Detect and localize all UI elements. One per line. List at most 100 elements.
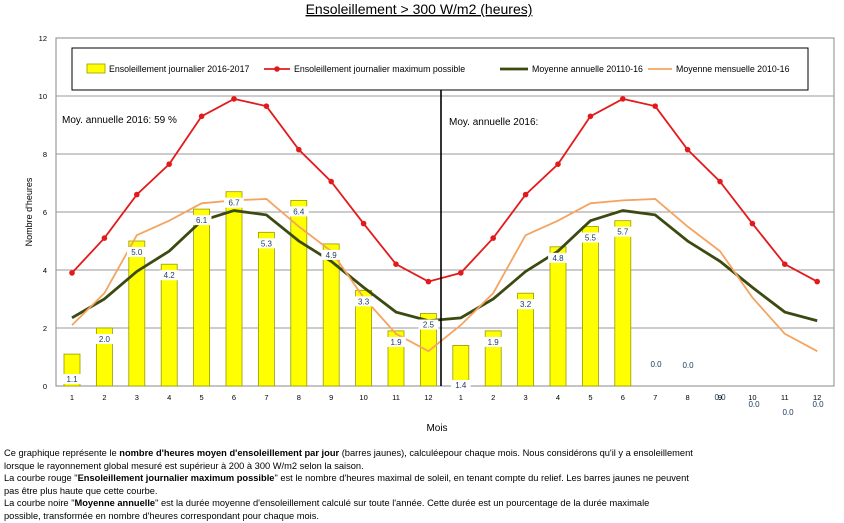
bar <box>549 246 567 387</box>
x-tick-label: 7 <box>653 393 657 402</box>
legend-swatch-bars <box>86 63 106 74</box>
bar-data-label: 5.0 <box>131 248 143 257</box>
note-line: pas être plus haute que cette courbe. <box>4 485 840 498</box>
max-possible-point <box>749 220 756 227</box>
bar-data-label: 4.9 <box>326 251 338 260</box>
y-axis-label: Nombre d'heures <box>24 177 34 246</box>
bar-data-label: 4.2 <box>164 271 176 280</box>
max-possible-point <box>814 278 820 285</box>
bar <box>193 208 211 387</box>
max-possible-point <box>263 103 270 109</box>
data-label-bg <box>483 336 504 347</box>
x-tick-label: 1 <box>459 393 463 402</box>
bar-data-label: 5.3 <box>261 239 273 248</box>
max-possible-line <box>71 97 818 283</box>
max-possible-point <box>166 161 172 167</box>
bar <box>290 199 308 387</box>
sunshine-chart: Ensoleillement > 300 W/m2 (heures) 0 2 4 6 8… <box>24 1 835 434</box>
x-axis-ticks: 1 2 3 4 5 6 7 8 9 10 11 12 1 2 3 4 5 6 7 8 9 10 11 12 <box>70 393 821 402</box>
note-text: (barres jaunes), calculéepour chaque moi… <box>339 448 693 458</box>
bar-data-label: 6.7 <box>228 199 240 208</box>
bar-data-label: 1.1 <box>66 375 78 384</box>
bar-data-label: 3.2 <box>520 300 532 309</box>
data-label-bg <box>353 296 374 307</box>
y-tick-label: 8 <box>43 150 47 159</box>
note-bold-text: Ensoleillement journalier maximum possib… <box>77 473 275 484</box>
max-possible-point <box>231 96 237 102</box>
max-possible-point <box>328 178 335 185</box>
max-possible-point <box>134 191 140 198</box>
bar-data-labels: 1.1 2.0 5.0 4.2 6.1 6.7 5.3 6.4 4.9 3.3 1.9 2.5 1.4 1… <box>62 197 828 417</box>
bar <box>517 292 534 387</box>
data-label-bg <box>808 399 828 409</box>
bar-data-label: 1.9 <box>488 338 500 347</box>
max-possible-point <box>620 96 626 102</box>
data-label-bg <box>191 215 212 226</box>
data-label-bg <box>126 247 147 257</box>
bar-data-label: 4.8 <box>552 254 564 263</box>
chart-description: Ce graphique représente le nombre d'heur… <box>4 447 840 523</box>
y-tick-label: 0 <box>43 382 47 391</box>
data-label-bg <box>288 206 309 217</box>
note-text: lorsque le rayonnement global mesuré est… <box>4 460 364 471</box>
x-tick-label: 12 <box>813 393 821 402</box>
annual-average-line <box>71 209 818 323</box>
max-possible-point <box>393 261 399 268</box>
y-tick-label: 4 <box>43 266 47 275</box>
note-line: La courbe noire "Moyenne annuelle" est l… <box>4 497 840 510</box>
note-line: possible, transformée en nombre d'heures… <box>4 510 840 523</box>
legend-marker-max <box>274 66 280 72</box>
max-possible-point <box>101 235 108 241</box>
max-possible-point <box>522 191 529 198</box>
note-line: La courbe rouge "Ensoleillement journali… <box>4 472 840 485</box>
note-text: Ce graphique représente le <box>4 448 120 458</box>
data-label-bg <box>678 360 698 370</box>
bar-data-label: 0.0 <box>782 408 794 417</box>
bar-data-label: 6.4 <box>293 207 305 216</box>
y-tick-label: 10 <box>39 92 47 101</box>
x-tick-label: 6 <box>621 393 625 402</box>
bar-data-label: 2.5 <box>423 321 435 330</box>
legend-label-monthly: Moyenne mensuelle 2010-16 <box>676 64 790 74</box>
monthly-average-line <box>71 198 818 353</box>
data-label-bg <box>744 399 764 409</box>
bar <box>452 344 470 387</box>
bar <box>128 240 146 387</box>
x-tick-label: 11 <box>781 393 789 402</box>
bar <box>355 289 373 387</box>
bar-data-label: 1.4 <box>455 381 467 390</box>
x-tick-label: 9 <box>329 393 333 402</box>
bar-data-label: 6.1 <box>196 216 208 225</box>
bars-series <box>63 191 632 387</box>
max-possible-point <box>587 113 594 120</box>
x-tick-label: 4 <box>556 393 560 402</box>
y-axis-ticks: 0 2 4 6 8 10 12 <box>39 34 47 391</box>
x-tick-label: 6 <box>232 393 236 402</box>
bar-data-label: 0.0 <box>748 400 760 409</box>
max-possible-point <box>717 178 723 185</box>
bar-data-label: 5.7 <box>617 228 629 237</box>
data-label-bg <box>778 407 798 417</box>
data-label-bg <box>159 270 180 281</box>
x-axis-label: Mois <box>426 423 447 434</box>
bar <box>419 313 437 387</box>
bar <box>582 226 599 387</box>
max-possible-point <box>296 146 302 153</box>
note-text: " est la durée moyenne d'ensoleillement … <box>155 498 650 509</box>
data-label-bg <box>386 336 406 347</box>
max-possible-point <box>198 113 205 120</box>
bar <box>225 191 243 387</box>
note-bold-text: nombre d'heures moyen d'ensoleillement p… <box>119 448 340 458</box>
note-text: pas être plus haute que cette courbe. <box>4 485 158 496</box>
bar <box>160 263 178 387</box>
legend-box <box>71 47 809 91</box>
x-tick-label: 8 <box>686 393 690 402</box>
data-label-bg <box>548 252 568 263</box>
bar-data-label: 5.5 <box>585 234 597 243</box>
data-label-bg <box>580 232 601 243</box>
note-text: La courbe noire " <box>4 498 75 509</box>
data-label-bg <box>710 392 730 402</box>
x-tick-label: 11 <box>392 393 400 402</box>
bar-data-label: 0.0 <box>812 400 824 409</box>
x-tick-label: 5 <box>588 393 592 402</box>
